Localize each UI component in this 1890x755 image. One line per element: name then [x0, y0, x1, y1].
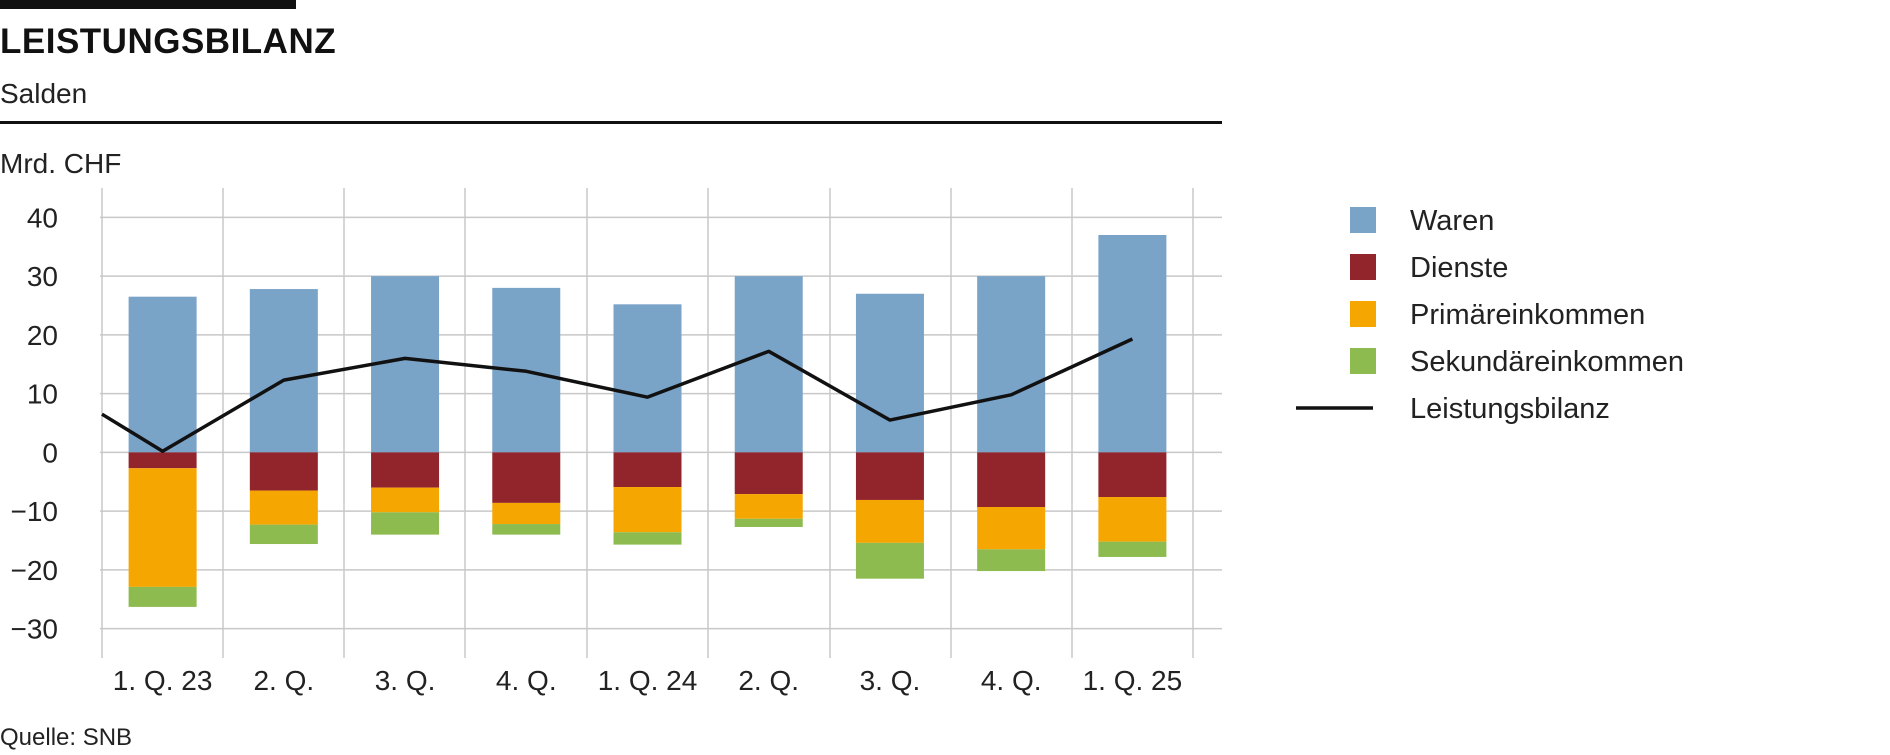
x-tick-label: 2. Q. — [738, 665, 799, 696]
bar-dienste-5 — [734, 452, 803, 495]
y-tick-label: 10 — [27, 379, 58, 410]
legend-label-dienste: Dienste — [1410, 252, 1508, 284]
bar-dienste-4 — [613, 452, 682, 488]
bar-series — [128, 235, 1167, 607]
y-tick-label: 0 — [42, 437, 58, 468]
line-series — [101, 337, 1134, 453]
top-accent-bar — [0, 0, 296, 9]
bar-primäreinkommen-3 — [492, 502, 561, 525]
legend-label-waren: Waren — [1410, 205, 1494, 237]
bar-dienste-8 — [1098, 452, 1167, 498]
legend-swatch-sekundäreinkommen — [1350, 348, 1376, 374]
source-note: Quelle: SNB — [0, 724, 133, 751]
bar-sekundäreinkommen-0 — [128, 586, 197, 607]
y-tick-label: 30 — [27, 261, 58, 292]
x-tick-label: 2. Q. — [253, 665, 314, 696]
bar-waren-1 — [249, 289, 318, 453]
header-rule — [0, 121, 1222, 124]
bar-primäreinkommen-7 — [977, 507, 1046, 550]
bar-dienste-1 — [249, 452, 318, 491]
bar-sekundäreinkommen-8 — [1098, 541, 1167, 557]
bar-waren-7 — [977, 276, 1046, 453]
bar-sekundäreinkommen-6 — [855, 542, 924, 579]
x-tick-label: 1. Q. 25 — [1083, 665, 1183, 696]
bar-waren-0 — [128, 296, 197, 453]
bar-waren-2 — [371, 276, 440, 453]
y-tick-label: −10 — [11, 496, 59, 527]
x-tick-label: 1. Q. 24 — [598, 665, 698, 696]
legend-swatch-dienste — [1350, 254, 1376, 280]
legend-swatch-waren — [1350, 207, 1376, 233]
bar-sekundäreinkommen-1 — [249, 524, 318, 545]
bar-primäreinkommen-0 — [128, 468, 197, 587]
y-axis-ticks: 40 30 20 10 0 −10 −20 −30 — [11, 202, 59, 644]
x-tick-label: 3. Q. — [860, 665, 921, 696]
bar-waren-8 — [1098, 235, 1167, 453]
bar-primäreinkommen-2 — [371, 487, 440, 513]
bar-sekundäreinkommen-2 — [371, 512, 440, 535]
legend-label-leistungsbilanz: Leistungsbilanz — [1410, 393, 1610, 425]
y-tick-label: 40 — [27, 202, 58, 233]
x-tick-label: 4. Q. — [981, 665, 1042, 696]
bar-primäreinkommen-6 — [855, 499, 924, 543]
legend-swatch-primäreinkommen — [1350, 301, 1376, 327]
x-tick-label: 4. Q. — [496, 665, 557, 696]
x-tick-label: 1. Q. 23 — [113, 665, 213, 696]
bar-sekundäreinkommen-7 — [977, 549, 1046, 572]
bar-waren-4 — [613, 304, 682, 453]
bar-dienste-2 — [371, 452, 440, 488]
legend: Waren Dienste Primäreinkommen Sekundäreinko… — [1296, 205, 1684, 425]
x-tick-label: 3. Q. — [375, 665, 436, 696]
bar-sekundäreinkommen-4 — [613, 532, 682, 545]
bar-primäreinkommen-4 — [613, 487, 682, 533]
bar-primäreinkommen-1 — [249, 490, 318, 525]
bar-sekundäreinkommen-5 — [734, 518, 803, 527]
bar-dienste-3 — [492, 452, 561, 503]
y-tick-label: −30 — [11, 614, 59, 645]
line-leistungsbilanz — [101, 337, 1134, 453]
y-axis-unit-label: Mrd. CHF — [0, 148, 121, 179]
bar-sekundäreinkommen-3 — [492, 524, 561, 535]
y-tick-label: 20 — [27, 320, 58, 351]
bar-dienste-6 — [855, 452, 924, 500]
chart-subtitle: Salden — [0, 78, 88, 109]
bar-waren-6 — [855, 293, 924, 453]
bar-dienste-7 — [977, 452, 1046, 508]
legend-label-primäreinkommen: Primäreinkommen — [1410, 299, 1645, 331]
y-tick-label: −20 — [11, 555, 59, 586]
bar-primäreinkommen-5 — [734, 494, 803, 519]
bar-primäreinkommen-8 — [1098, 497, 1167, 542]
legend-label-sekundäreinkommen: Sekundäreinkommen — [1410, 346, 1684, 378]
bar-dienste-0 — [128, 452, 197, 469]
x-axis-ticks: 1. Q. 23 2. Q. 3. Q. 4. Q. 1. Q. 24 2. Q. 3. Q… — [113, 665, 1182, 696]
chart-title: LEISTUNGSBILANZ — [0, 22, 337, 61]
